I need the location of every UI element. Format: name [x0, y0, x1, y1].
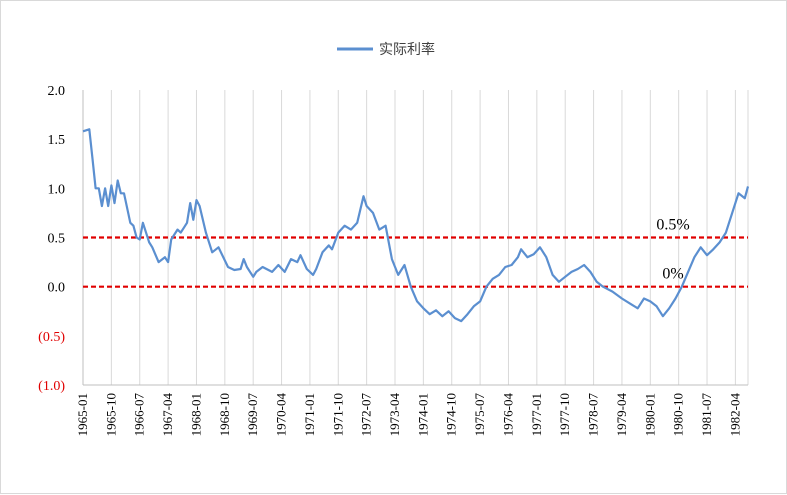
y-tick-label: 1.0 — [48, 182, 66, 197]
x-tick-label: 1982-04 — [727, 393, 742, 437]
y-tick-label: (1.0) — [38, 379, 65, 394]
x-tick-label: 1975-07 — [472, 393, 487, 437]
y-tick-label: 0.5 — [48, 232, 66, 247]
x-tick-label: 1980-10 — [671, 393, 686, 436]
x-tick-label: 1979-04 — [614, 393, 629, 437]
x-tick-label: 1967-04 — [160, 393, 175, 437]
x-tick-label: 1965-10 — [103, 393, 118, 436]
x-tick-label: 1971-10 — [330, 393, 345, 436]
reference-lines: 0.5% 0% — [83, 217, 748, 288]
series-layer — [82, 128, 750, 323]
reference-label: 0.5% — [656, 217, 689, 234]
legend-label: 实际利率 — [379, 41, 435, 58]
x-tick-label: 1968-10 — [217, 393, 232, 436]
y-tick-label: (0.5) — [38, 330, 65, 345]
x-tick-label: 1977-01 — [529, 393, 544, 436]
x-tick-label: 1971-01 — [302, 393, 317, 436]
x-tick-label: 1969-07 — [245, 393, 260, 437]
x-tick-label: 1970-04 — [274, 393, 289, 437]
x-tick-label: 1978-07 — [586, 393, 601, 437]
x-tick-label: 1976-04 — [500, 393, 515, 437]
x-tick-label: 1973-04 — [387, 393, 402, 437]
y-tick-label: 2.0 — [48, 84, 66, 99]
y-tick-labels: 2.0 1.5 1.0 0.5 0.0 (0.5) (1.0) — [38, 84, 65, 394]
x-tick-label: 1968-01 — [188, 393, 203, 436]
y-tick-label: 1.5 — [48, 133, 66, 148]
reference-label: 0% — [662, 266, 683, 283]
x-tick-label: 1974-10 — [444, 393, 459, 436]
x-tick-label: 1980-01 — [642, 393, 657, 436]
x-tick-label: 1965-01 — [75, 393, 90, 436]
x-tick-label: 1974-01 — [415, 393, 430, 436]
series-line — [82, 128, 750, 323]
x-tick-label: 1977-10 — [557, 393, 572, 436]
x-tick-label: 1966-07 — [132, 393, 147, 437]
y-tick-label: 0.0 — [48, 281, 66, 296]
x-tick-label: 1972-07 — [359, 393, 374, 437]
legend: 实际利率 — [337, 41, 435, 58]
x-tick-labels: 1965-01 1965-10 1966-07 1967-04 1968-01 1968-… — [75, 393, 742, 437]
x-tick-label: 1981-07 — [699, 393, 714, 437]
